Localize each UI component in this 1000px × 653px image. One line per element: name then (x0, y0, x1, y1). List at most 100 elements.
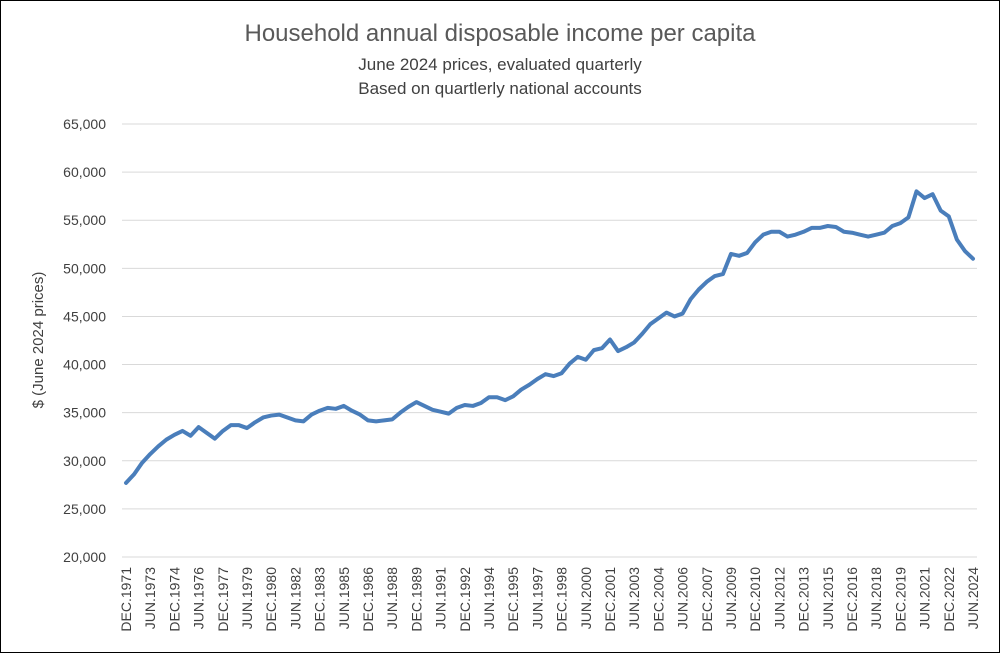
data-point (721, 272, 725, 276)
x-tick-label: DEC.1986 (360, 567, 376, 632)
data-point (245, 426, 249, 430)
data-point (963, 249, 967, 253)
data-point (447, 412, 451, 416)
data-point (777, 230, 781, 234)
data-point (592, 348, 596, 352)
data-point (769, 230, 773, 234)
data-point (745, 251, 749, 255)
x-tick-label: DEC.1989 (408, 567, 424, 632)
data-point (882, 231, 886, 235)
data-point (793, 233, 798, 237)
x-tick-label: DEC.1974 (166, 567, 182, 632)
x-tick-label: JUN.2015 (820, 567, 836, 629)
data-point (301, 419, 306, 423)
data-point (560, 371, 564, 375)
x-tick-label: DEC.2019 (892, 567, 908, 632)
chart-subtitle-line-2: Based on quartlerly national accounts (358, 79, 642, 98)
x-tick-label: DEC.2013 (796, 567, 812, 632)
data-point (640, 332, 644, 336)
x-tick-label: JUN.1988 (384, 567, 400, 629)
data-point (842, 230, 846, 234)
data-point (277, 412, 281, 417)
data-point (398, 411, 402, 415)
data-point (705, 280, 709, 284)
data-point (729, 252, 733, 256)
data-point (922, 196, 927, 200)
x-tick-label: JUN.2021 (917, 567, 933, 629)
x-tick-label: DEC.1980 (263, 567, 279, 632)
data-point (213, 437, 217, 441)
data-point (624, 345, 628, 349)
x-tick-label: DEC.1971 (118, 567, 134, 632)
x-tick-label: DEC.2022 (941, 567, 957, 632)
data-point (697, 287, 701, 292)
data-point (761, 233, 765, 237)
data-point (713, 274, 717, 278)
data-point (753, 240, 757, 244)
x-tick-label: JUN.2018 (868, 567, 884, 629)
y-tick-label: 60,000 (63, 164, 106, 180)
data-point (487, 395, 491, 399)
income-series-line (124, 189, 975, 485)
data-point (818, 226, 822, 230)
x-tick-label: JUN.1979 (239, 567, 255, 629)
data-point (834, 225, 838, 229)
data-point (293, 418, 298, 422)
data-point (229, 423, 233, 427)
x-tick-label: DEC.1995 (505, 567, 521, 632)
data-point (785, 234, 790, 239)
y-axis-ticks: 20,000 25,000 30,000 35,000 40,000 45,000 50,0… (63, 116, 106, 565)
data-point (318, 409, 322, 413)
data-point (471, 404, 475, 408)
data-point (664, 311, 669, 315)
data-point (689, 297, 693, 301)
y-tick-label: 30,000 (63, 453, 106, 469)
y-tick-label: 55,000 (63, 212, 106, 228)
data-point (374, 419, 378, 423)
data-point (382, 418, 386, 422)
chart-title: Household annual disposable income per c… (244, 20, 756, 47)
data-point (406, 405, 410, 409)
x-tick-label: JUN.2009 (723, 567, 739, 629)
data-point (455, 406, 459, 410)
data-point (269, 413, 273, 418)
data-point (124, 481, 128, 485)
x-tick-label: DEC.2016 (844, 567, 860, 632)
data-point (439, 410, 443, 414)
x-tick-label: DEC.1977 (215, 567, 231, 632)
x-tick-label: JUN.2012 (771, 567, 787, 629)
y-tick-label: 25,000 (63, 501, 106, 517)
x-tick-label: JUN.1976 (191, 567, 207, 629)
data-point (858, 233, 862, 237)
x-tick-label: DEC.1998 (554, 567, 570, 632)
x-tick-label: DEC.2004 (650, 567, 666, 632)
data-point (156, 444, 160, 448)
data-point (632, 340, 636, 345)
data-point (430, 408, 435, 412)
data-point (180, 429, 185, 433)
data-point (197, 425, 201, 429)
data-point (543, 372, 548, 376)
data-point (947, 214, 951, 218)
data-point (955, 237, 959, 242)
data-point (285, 415, 289, 420)
data-point (358, 412, 362, 417)
x-tick-label: DEC.2007 (699, 567, 715, 632)
data-point (140, 461, 144, 465)
data-point (866, 234, 870, 239)
data-point (551, 374, 556, 378)
data-point (164, 438, 168, 442)
y-axis-label: $ (June 2024 prices) (30, 272, 47, 409)
y-tick-label: 20,000 (63, 549, 106, 565)
data-point (527, 383, 531, 387)
data-point (931, 192, 935, 196)
y-tick-label: 40,000 (63, 357, 106, 373)
data-point (479, 401, 483, 405)
data-point (326, 406, 330, 410)
data-point (810, 226, 814, 230)
data-point (874, 233, 878, 237)
data-point (172, 433, 177, 437)
plot-area (124, 189, 975, 485)
data-point (253, 420, 257, 424)
